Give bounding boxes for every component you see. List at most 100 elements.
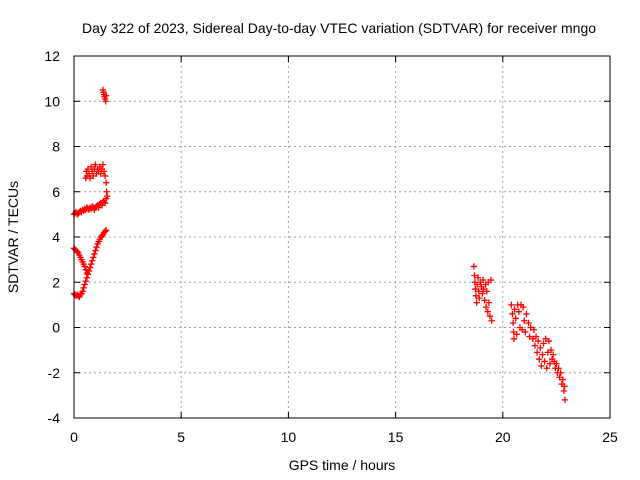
data-point — [510, 335, 518, 343]
data-point — [539, 351, 546, 358]
y-tick-label: 4 — [52, 229, 60, 245]
data-point — [511, 306, 518, 313]
data-point — [90, 172, 97, 180]
data-point — [77, 291, 84, 298]
data-point — [526, 333, 533, 340]
data-point — [86, 264, 94, 271]
data-point — [536, 355, 543, 363]
data-point — [553, 360, 560, 367]
data-point — [531, 342, 539, 349]
data-point — [484, 308, 491, 315]
data-point — [476, 294, 483, 302]
data-point — [523, 310, 530, 318]
data-point — [102, 98, 109, 105]
data-point — [472, 285, 479, 293]
data-point — [79, 288, 86, 295]
chart-title: Day 322 of 2023, Sidereal Day-to-day VTE… — [82, 20, 596, 36]
y-tick-label: -4 — [48, 410, 61, 426]
data-point — [538, 362, 545, 370]
y-axis-title: SDTVAR / TECUs — [5, 181, 21, 293]
data-point — [540, 340, 547, 347]
data-point — [483, 288, 490, 295]
data-point — [508, 301, 515, 309]
y-tick-label: 6 — [52, 184, 60, 200]
data-point — [92, 247, 99, 254]
data-point — [85, 267, 93, 275]
data-point — [549, 351, 557, 358]
data-point — [84, 271, 92, 278]
data-point — [84, 165, 92, 173]
data-point — [537, 344, 544, 352]
y-tick-label: 2 — [52, 274, 60, 290]
data-point — [100, 168, 108, 175]
data-point — [93, 243, 100, 251]
data-point — [482, 303, 490, 311]
data-point — [87, 260, 95, 268]
data-point — [86, 174, 94, 182]
data-point — [480, 285, 487, 293]
data-point — [543, 365, 550, 372]
data-point — [102, 92, 110, 99]
data-point — [509, 319, 517, 327]
data-point — [85, 170, 93, 177]
data-point — [545, 337, 553, 345]
data-point — [546, 360, 554, 367]
data-point — [556, 374, 563, 381]
data-point — [479, 276, 487, 284]
data-point — [74, 248, 81, 255]
data-point — [525, 319, 532, 327]
series-0-points — [70, 86, 569, 404]
data-point — [542, 335, 549, 343]
data-point — [91, 250, 98, 258]
data-point — [89, 257, 96, 264]
data-point — [555, 365, 562, 372]
data-point — [474, 274, 482, 281]
data-point — [527, 324, 534, 331]
data-point — [97, 170, 104, 177]
data-point — [101, 228, 109, 235]
x-tick-label: 25 — [602, 429, 618, 445]
data-point — [544, 349, 552, 356]
data-point — [509, 310, 516, 318]
data-point — [90, 254, 97, 261]
data-point — [512, 315, 519, 322]
data-point — [488, 317, 495, 324]
x-tick-label: 20 — [495, 429, 511, 445]
data-point — [532, 333, 540, 340]
data-point — [473, 299, 480, 306]
data-point — [559, 376, 567, 383]
data-point — [81, 281, 88, 288]
axis-ticks: 0 5 10 15 20 25 -4 -2 0 2 4 6 8 10 12 — [44, 48, 618, 445]
data-point — [533, 349, 541, 356]
data-point — [473, 281, 481, 288]
data-point — [561, 396, 569, 404]
x-tick-label: 15 — [388, 429, 404, 445]
data-point — [101, 172, 109, 180]
data-point — [541, 358, 548, 365]
data-point — [561, 383, 568, 390]
x-tick-label: 5 — [177, 429, 185, 445]
data-point — [101, 199, 109, 207]
data-point — [81, 263, 88, 270]
data-point — [485, 299, 493, 306]
data-point — [98, 232, 106, 240]
y-tick-label: 10 — [44, 93, 60, 109]
x-axis-title: GPS time / hours — [289, 457, 396, 473]
data-point — [102, 179, 110, 186]
x-tick-label: 10 — [281, 429, 297, 445]
data-point — [481, 297, 488, 304]
data-point — [518, 326, 526, 333]
data-point — [470, 263, 478, 270]
y-tick-label: 8 — [52, 139, 60, 155]
data-point — [475, 288, 482, 295]
data-point — [471, 272, 478, 279]
data-point — [99, 161, 107, 168]
data-point — [102, 195, 110, 202]
data-point — [92, 161, 99, 168]
x-tick-label: 0 — [70, 429, 78, 445]
data-point — [521, 317, 528, 324]
data-point — [487, 276, 495, 284]
